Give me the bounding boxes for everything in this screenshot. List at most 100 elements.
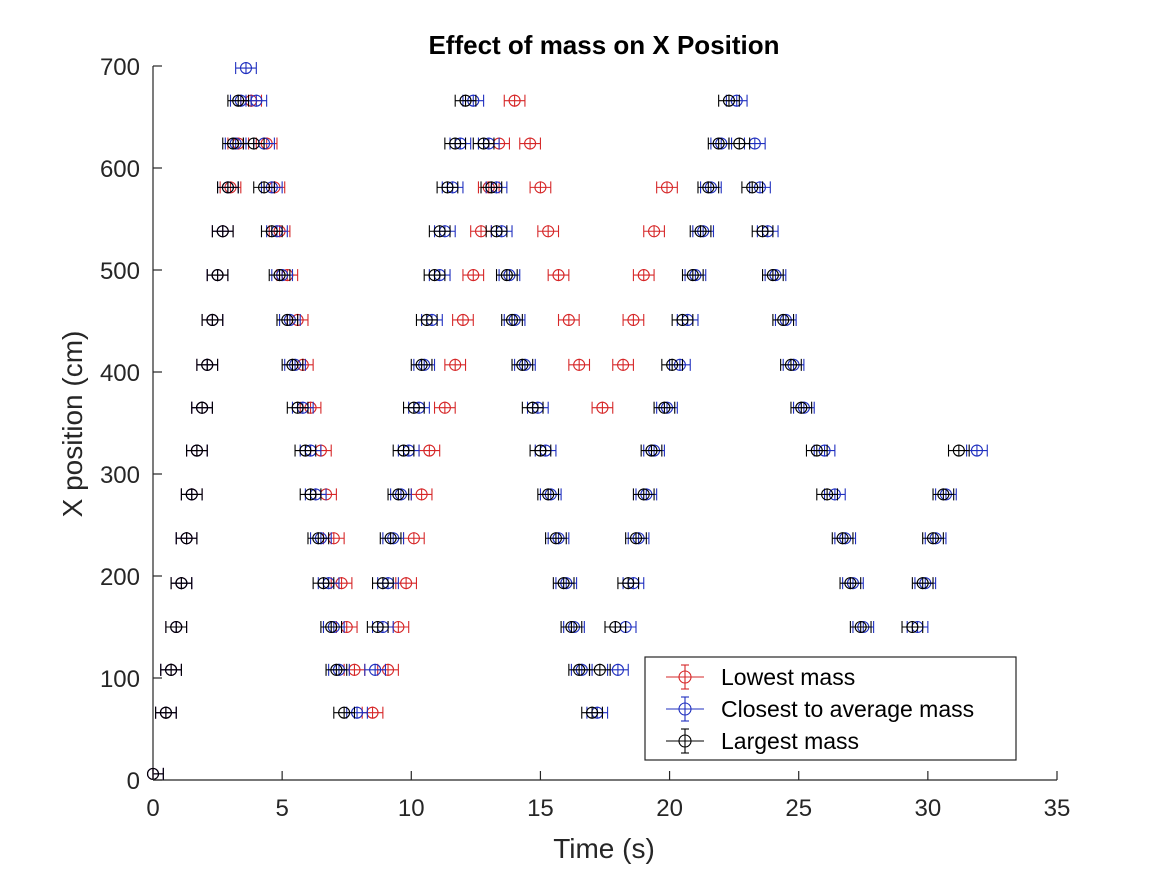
marker-circle xyxy=(384,532,397,545)
chart-title: Effect of mass on X Position xyxy=(428,30,779,60)
marker-circle xyxy=(265,225,278,238)
marker-circle xyxy=(456,313,469,327)
legend-label: Largest mass xyxy=(721,728,859,754)
y-tick-label: 500 xyxy=(100,258,140,285)
data-point xyxy=(671,313,694,327)
data-point xyxy=(387,488,410,501)
y-tick-label: 700 xyxy=(100,54,140,81)
plot-area xyxy=(152,66,1057,781)
marker-circle xyxy=(407,532,420,545)
y-tick-label: 200 xyxy=(100,564,140,591)
marker-circle xyxy=(330,663,343,676)
marker-circle xyxy=(415,488,428,501)
data-point xyxy=(333,706,356,719)
data-point xyxy=(552,577,575,590)
data-point xyxy=(217,181,239,194)
data-point xyxy=(511,358,534,371)
marker-circle xyxy=(211,269,224,282)
y-tick-label: 300 xyxy=(100,462,140,489)
data-point xyxy=(625,532,647,545)
marker-circle xyxy=(854,620,867,634)
data-point xyxy=(260,225,283,238)
marker-circle xyxy=(286,358,299,371)
data-point xyxy=(813,444,836,457)
data-point xyxy=(242,137,265,150)
data-point xyxy=(521,401,544,414)
data-point xyxy=(839,577,862,590)
data-point xyxy=(816,488,839,501)
marker-circle xyxy=(756,225,769,238)
data-point xyxy=(529,181,552,194)
data-point xyxy=(557,313,580,327)
data-point xyxy=(170,577,193,590)
marker-circle xyxy=(836,532,849,545)
marker-circle xyxy=(573,663,586,676)
data-point xyxy=(294,444,317,457)
marker-circle xyxy=(784,358,798,371)
data-point xyxy=(276,313,299,327)
marker-circle xyxy=(937,488,950,501)
marker-circle xyxy=(170,620,183,634)
marker-circle xyxy=(952,444,965,457)
legend-entry: Lowest mass xyxy=(666,664,855,690)
y-tick-label: 400 xyxy=(100,360,140,387)
marker-circle xyxy=(676,313,689,327)
marker-circle xyxy=(611,663,624,676)
data-point xyxy=(805,444,828,457)
marker-circle xyxy=(196,401,209,414)
data-point xyxy=(268,269,291,282)
marker-circle xyxy=(637,269,650,282)
marker-circle xyxy=(250,94,263,107)
y-axis-label: X position (cm) xyxy=(57,331,88,518)
x-tick-label: 35 xyxy=(1044,795,1071,822)
y-tick-label: 600 xyxy=(100,156,140,183)
data-point xyxy=(632,269,655,282)
marker-circle xyxy=(175,577,188,590)
data-point xyxy=(454,94,477,107)
data-point xyxy=(428,225,451,238)
marker-circle xyxy=(733,137,746,150)
data-point xyxy=(281,358,304,371)
data-point xyxy=(196,358,219,371)
data-point xyxy=(436,181,459,194)
y-tick-label: 0 xyxy=(127,768,140,795)
data-point xyxy=(235,61,257,75)
marker-circle xyxy=(485,181,498,194)
legend-marker xyxy=(678,702,692,716)
legend-label: Lowest mass xyxy=(721,664,855,690)
data-point xyxy=(604,620,627,634)
marker-circle xyxy=(542,488,555,501)
data-point xyxy=(402,532,425,545)
marker-circle xyxy=(777,313,790,327)
marker-circle xyxy=(423,444,436,457)
data-point xyxy=(485,225,508,238)
marker-circle xyxy=(317,577,330,590)
data-point xyxy=(537,225,560,238)
data-marks xyxy=(146,61,988,780)
marker-circle xyxy=(573,358,586,371)
marker-circle xyxy=(505,313,519,327)
data-point xyxy=(947,444,970,457)
y-tick-label: 100 xyxy=(100,666,140,693)
data-point xyxy=(922,532,944,545)
marker-circle xyxy=(467,269,480,282)
data-point xyxy=(433,401,456,414)
data-point xyxy=(307,532,330,545)
x-tick-label: 15 xyxy=(527,795,554,822)
marker-circle xyxy=(821,488,834,501)
marker-circle xyxy=(428,269,441,282)
legend-entry: Closest to average mass xyxy=(666,696,974,722)
data-point xyxy=(415,313,438,327)
marker-circle xyxy=(906,620,919,634)
marker-circle xyxy=(338,706,351,719)
marker-circle xyxy=(500,269,513,282)
marker-circle xyxy=(658,401,671,414)
marker-circle xyxy=(629,532,643,545)
marker-circle xyxy=(247,137,260,150)
data-point xyxy=(588,663,611,676)
marker-circle xyxy=(810,444,823,457)
data-point xyxy=(186,444,208,457)
x-tick-label: 20 xyxy=(656,795,683,822)
data-point xyxy=(581,706,603,719)
marker-circle xyxy=(637,488,650,501)
